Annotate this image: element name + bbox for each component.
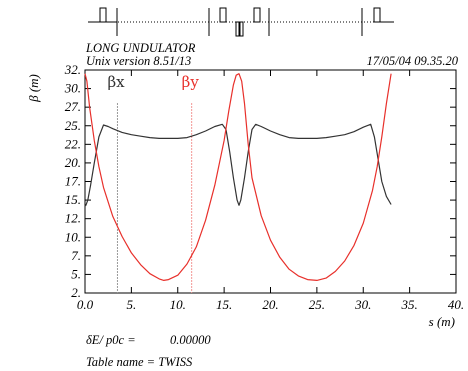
lattice-element — [235, 21, 240, 37]
y-axis-label: β (m) — [26, 74, 41, 103]
x-tick-label: 0.0 — [77, 297, 94, 312]
plot-frame — [84, 69, 457, 294]
y-tick-label: 12. — [65, 211, 81, 226]
lattice-element — [253, 7, 261, 23]
x-tick-label: 40. — [448, 297, 464, 312]
chart-timestamp: 17/05/04 09.35.20 — [367, 54, 459, 68]
param-value: 0.00000 — [170, 333, 211, 347]
y-tick-label: 17. — [65, 174, 81, 189]
x-tick-label: 15. — [216, 297, 232, 312]
series-marker-label: βy — [182, 73, 200, 91]
lattice-element — [373, 7, 381, 23]
y-tick-label: 7. — [71, 248, 81, 263]
lattice-element — [99, 7, 107, 23]
series-lines — [84, 73, 392, 281]
x-tick-label: 30. — [354, 297, 371, 312]
y-tick-label: 30. — [64, 81, 81, 96]
series-markers: βx βy — [107, 73, 199, 293]
series-line — [84, 73, 392, 281]
chart-title: LONG UNDULATOR — [85, 41, 196, 55]
y-tick-label: 20. — [65, 155, 81, 170]
y-tick-label: 5. — [71, 266, 81, 281]
x-tick-label: 10. — [170, 297, 186, 312]
x-tick-label: 35. — [401, 297, 418, 312]
x-tick-label: 5. — [127, 297, 137, 312]
y-tick-label: 2. — [71, 285, 81, 300]
y-tick-label: 27. — [65, 99, 81, 114]
lattice-element — [219, 7, 227, 23]
x-tick-label: 25. — [309, 297, 325, 312]
lattice-strip — [88, 7, 394, 37]
x-axis-label: s (m) — [429, 314, 455, 329]
y-tick-label: 22. — [65, 136, 81, 151]
series-line — [84, 123, 392, 207]
series-marker-label: βx — [107, 73, 125, 91]
y-tick-label: 10. — [65, 229, 81, 244]
axis-ticks: 2. 5. 7. 10. 12. 15. 17. 20. 22. 25. 27. 30. 32. 0.0 5… — [64, 62, 464, 312]
x-tick-label: 20. — [262, 297, 278, 312]
y-tick-label: 32. — [64, 62, 81, 77]
y-tick-label: 25. — [65, 118, 81, 133]
table-name: Table name = TWISS — [86, 355, 193, 369]
y-tick-label: 15. — [65, 192, 81, 207]
param-label: δE/ p0c = — [86, 333, 136, 347]
lattice-element — [239, 21, 244, 37]
chart-subtitle: Unix version 8.51/13 — [86, 54, 191, 68]
